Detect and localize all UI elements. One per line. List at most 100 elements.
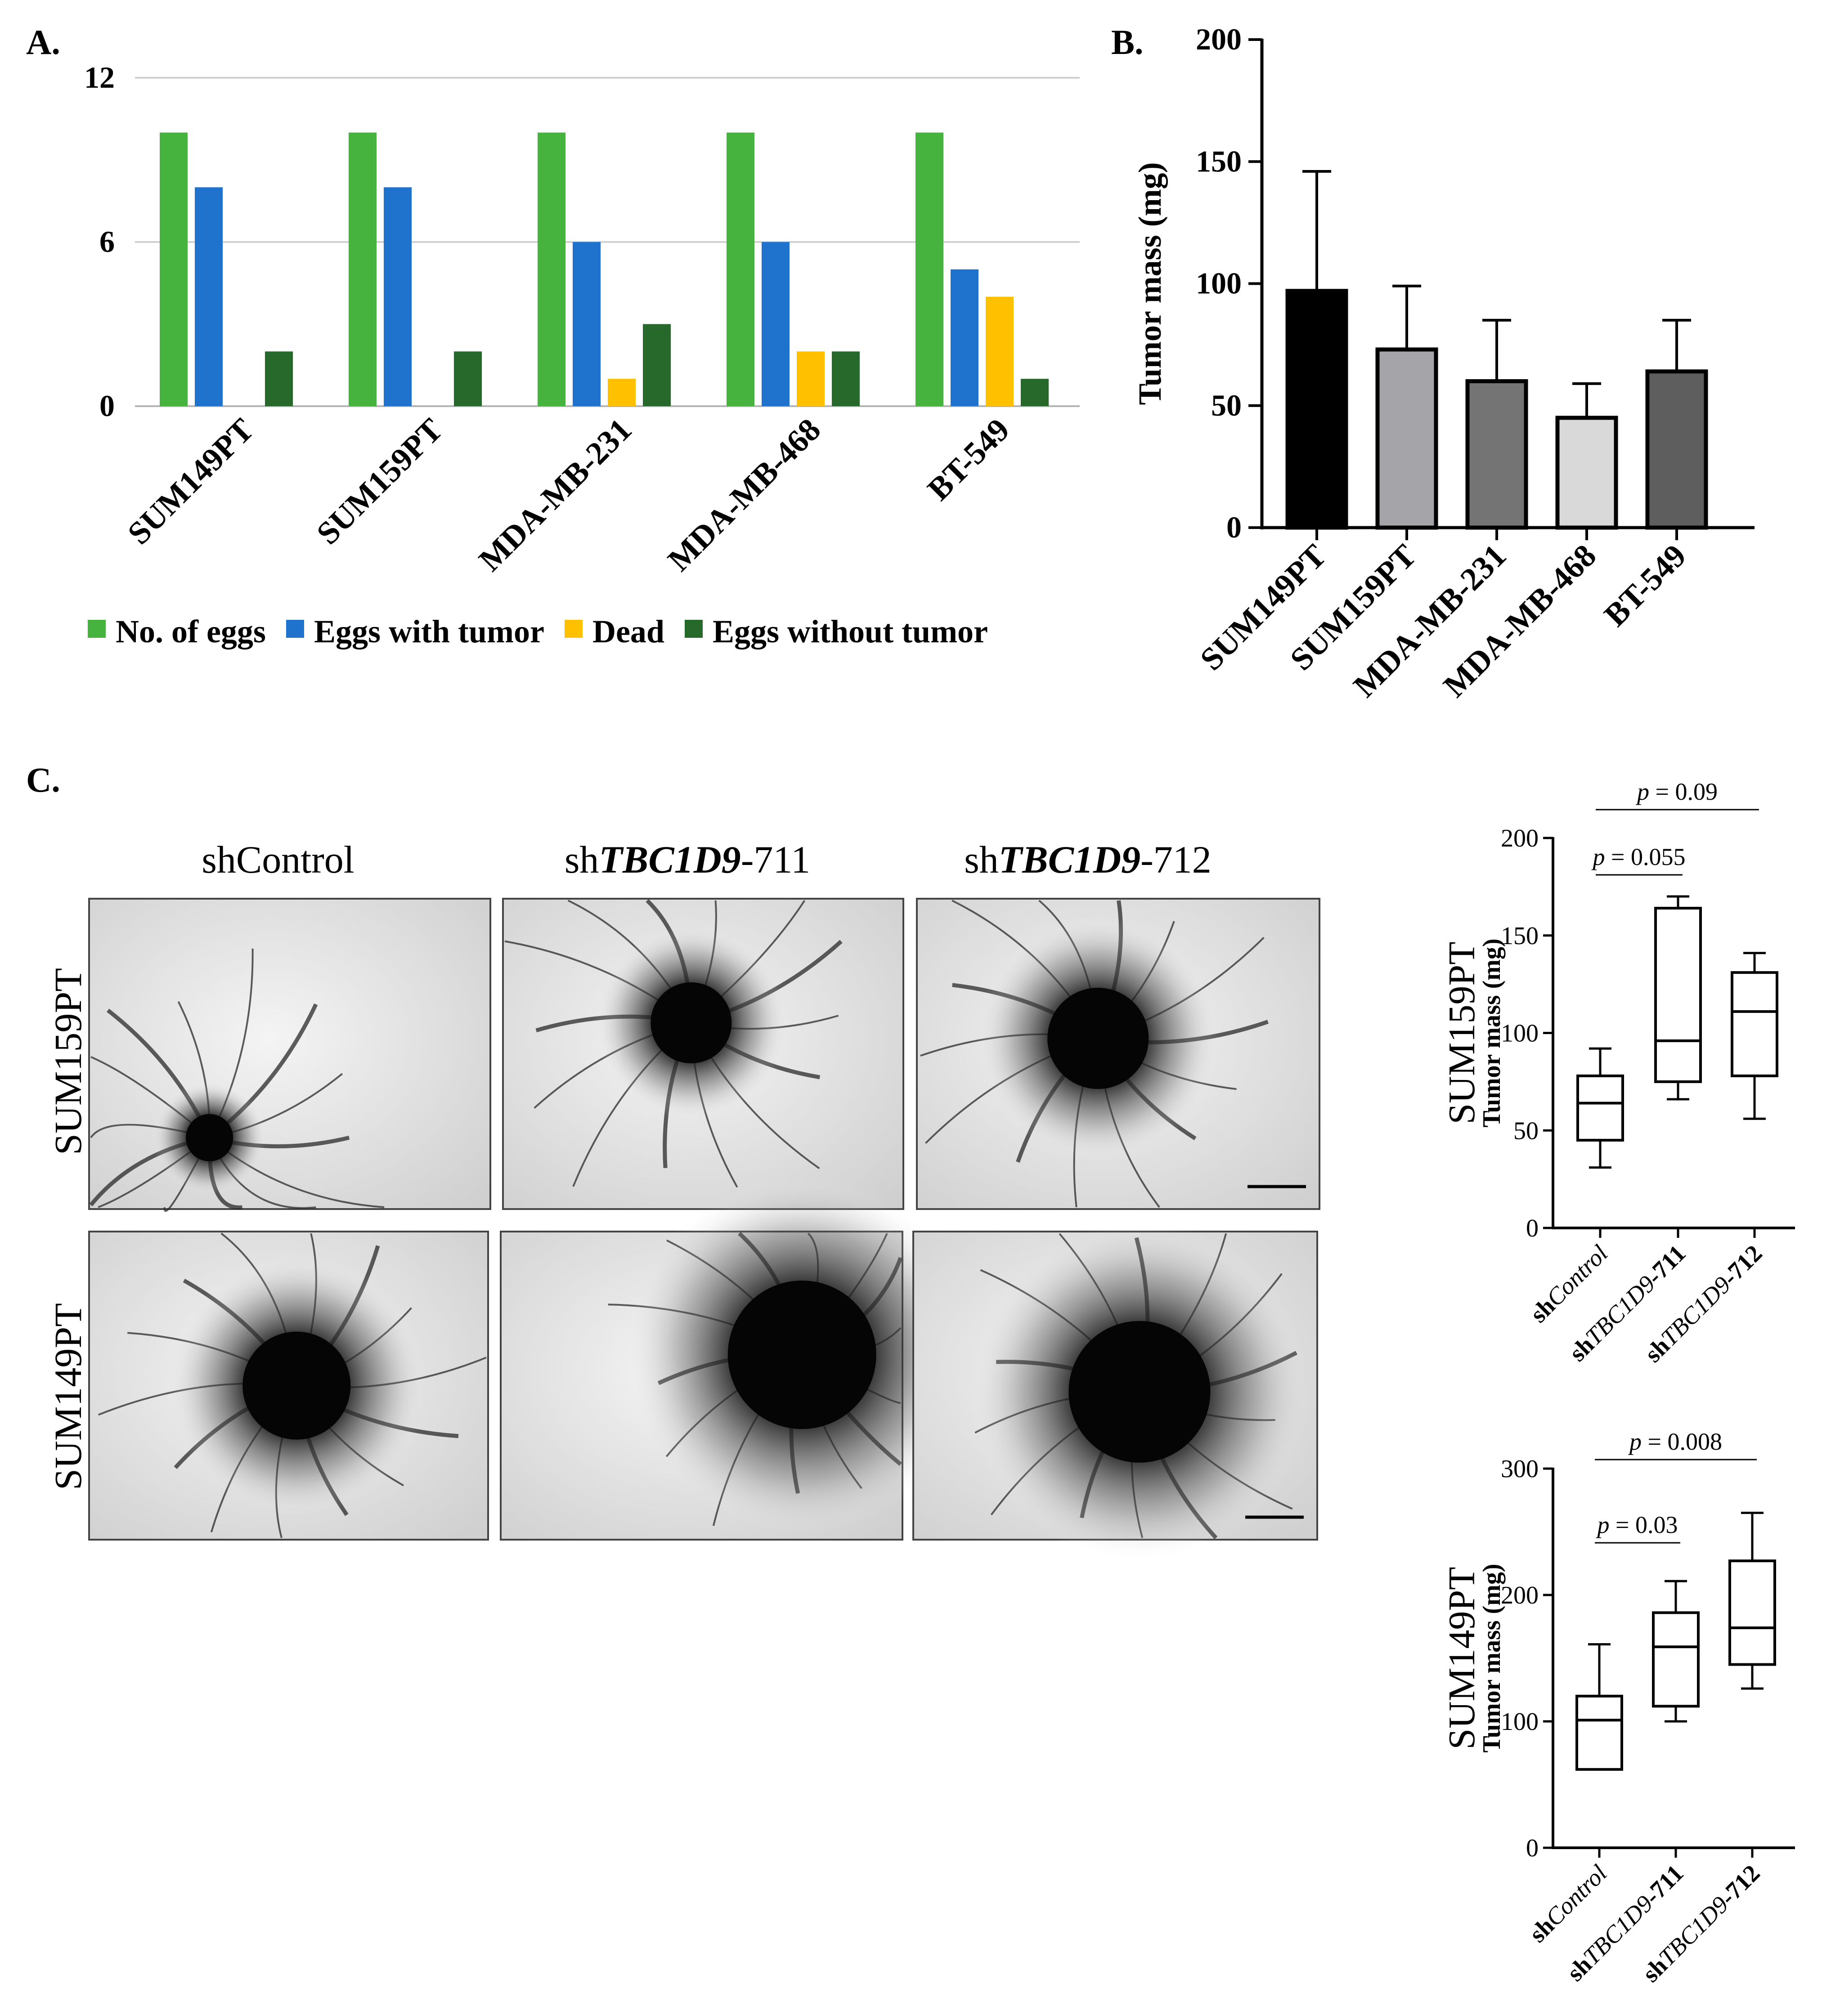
y-tick-label: 0 bbox=[1526, 1834, 1539, 1862]
cam-photo bbox=[88, 1231, 489, 1541]
cam-photo bbox=[912, 1222, 1318, 1562]
p-symbol: p bbox=[1591, 843, 1605, 870]
boxplot-title: SUM159PT bbox=[1441, 941, 1483, 1124]
p-value: = 0.03 bbox=[1610, 1511, 1678, 1538]
y-tick-label: 50 bbox=[1513, 1117, 1539, 1145]
p-value-label: p = 0.03 bbox=[1596, 1511, 1678, 1538]
tumor-mass bbox=[1068, 1321, 1211, 1463]
box bbox=[1575, 1694, 1623, 1771]
p-value-label: p = 0.09 bbox=[1635, 778, 1718, 805]
legend-label-eggs-with-tumor: Eggs with tumor bbox=[314, 614, 544, 650]
panel-label-c: C. bbox=[26, 760, 60, 799]
bar-eggs-with-tumor bbox=[573, 242, 601, 406]
p-symbol: p bbox=[1635, 778, 1649, 805]
cam-photo bbox=[916, 898, 1320, 1210]
y-axis-label: Tumor mass (mg) bbox=[1478, 1564, 1506, 1752]
bar-no-of-eggs bbox=[160, 132, 188, 407]
legend-label-dead: Dead bbox=[592, 614, 664, 650]
legend-swatch-eggs-with-tumor bbox=[286, 620, 304, 638]
tumor-mass bbox=[242, 1331, 351, 1440]
tumor-mass bbox=[651, 982, 732, 1063]
p-value: = 0.09 bbox=[1649, 778, 1718, 805]
y-tick-label: 6 bbox=[99, 224, 115, 259]
panel-label-b: B. bbox=[1111, 22, 1144, 62]
tumor-mass bbox=[727, 1281, 876, 1429]
p-symbol: p bbox=[1596, 1511, 1610, 1538]
y-tick-label: 200 bbox=[1196, 22, 1242, 56]
bar-eggs-without-tumor bbox=[832, 351, 860, 406]
bar-eggs-with-tumor bbox=[762, 242, 790, 406]
y-tick-label: 150 bbox=[1196, 144, 1242, 178]
y-tick-label: 12 bbox=[84, 60, 115, 94]
bar-dead bbox=[797, 351, 825, 406]
x-tick-label: SUM149PT bbox=[121, 412, 260, 551]
x-tick-gene: Control bbox=[1541, 1240, 1613, 1312]
x-tick-label: MDA-MB-468 bbox=[1436, 538, 1603, 704]
y-tick-label: 100 bbox=[1196, 266, 1242, 300]
row-label-sum149pt: SUM149PT bbox=[46, 1303, 90, 1490]
bar-eggs-with-tumor bbox=[384, 187, 412, 406]
x-tick-label: BT-549 bbox=[920, 412, 1016, 507]
y-tick-label: 100 bbox=[1501, 1708, 1539, 1736]
column-header-712: shTBC1D9-712 bbox=[964, 838, 1211, 881]
y-tick-label: 0 bbox=[1226, 510, 1242, 544]
y-tick-label: 0 bbox=[1526, 1214, 1539, 1242]
bar-no-of-eggs bbox=[915, 132, 943, 407]
p-value: = 0.008 bbox=[1642, 1428, 1722, 1455]
x-tick-gene: TBC1D9 bbox=[1580, 1270, 1660, 1350]
panel-label-a: A. bbox=[26, 22, 60, 62]
x-tick-gene: Control bbox=[1540, 1859, 1612, 1931]
bar-eggs-without-tumor bbox=[265, 351, 293, 406]
p-value-label: p = 0.008 bbox=[1628, 1428, 1722, 1455]
y-tick-label: 50 bbox=[1211, 388, 1242, 422]
boxplot-title: SUM149PT bbox=[1441, 1567, 1483, 1749]
bar-eggs-with-tumor bbox=[195, 187, 223, 406]
y-tick-label: 100 bbox=[1501, 1020, 1539, 1048]
bar-eggs-without-tumor bbox=[454, 351, 482, 406]
column-header-711: shTBC1D9-711 bbox=[565, 838, 810, 881]
p-value: = 0.055 bbox=[1605, 843, 1686, 870]
y-tick-label: 0 bbox=[99, 389, 115, 423]
box bbox=[1731, 971, 1778, 1077]
p-symbol: p bbox=[1628, 1428, 1642, 1455]
y-tick-label: 300 bbox=[1501, 1455, 1539, 1483]
bar-eggs-with-tumor bbox=[951, 269, 978, 406]
x-tick-label: BT-549 bbox=[1597, 538, 1693, 633]
bar-dead bbox=[986, 296, 1014, 406]
tumor-mass bbox=[186, 1114, 233, 1161]
bar-eggs-without-tumor bbox=[1021, 379, 1049, 406]
row-label-sum159pt: SUM159PT bbox=[46, 968, 90, 1155]
x-tick-gene: TBC1D9 bbox=[1653, 1891, 1733, 1971]
legend-label-eggs-without-tumor: Eggs without tumor bbox=[713, 614, 988, 650]
tumor-mass bbox=[1047, 988, 1149, 1089]
bar-sum149pt bbox=[1285, 289, 1348, 530]
x-tick-label: MDA-MB-468 bbox=[661, 412, 827, 578]
x-tick-label: SUM159PT bbox=[310, 412, 449, 551]
y-tick-label: 200 bbox=[1501, 1581, 1539, 1609]
bar-mda-mb-468 bbox=[1555, 416, 1618, 530]
cam-photo bbox=[88, 898, 491, 1212]
legend-swatch-eggs-without-tumor bbox=[684, 620, 703, 638]
bar-eggs-without-tumor bbox=[643, 324, 671, 406]
bar-bt-549 bbox=[1645, 369, 1708, 530]
x-tick-label: MDA-MB-231 bbox=[472, 412, 638, 578]
y-tick-label: 200 bbox=[1501, 824, 1539, 852]
p-value-label: p = 0.055 bbox=[1591, 843, 1686, 870]
y-tick-label: 150 bbox=[1501, 922, 1539, 950]
x-tick-label: MDA-MB-231 bbox=[1346, 538, 1513, 704]
box bbox=[1654, 907, 1702, 1083]
bar-no-of-eggs bbox=[538, 132, 565, 407]
bar-no-of-eggs bbox=[727, 132, 754, 407]
bar-sum159pt bbox=[1375, 347, 1438, 530]
bar-mda-mb-231 bbox=[1465, 379, 1528, 530]
cam-photo bbox=[502, 898, 904, 1210]
legend-swatch-dead bbox=[564, 620, 583, 638]
column-header-shcontrol: shControl bbox=[202, 838, 354, 881]
panel-a-chart: 0 6 12 SUM149PT SUM159PT MDA-MB-231 MDA-MB-468… bbox=[84, 60, 1080, 650]
box bbox=[1652, 1611, 1700, 1708]
y-axis-label: Tumor mass (mg) bbox=[1478, 938, 1506, 1127]
x-tick-gene: TBC1D9 bbox=[1656, 1271, 1736, 1351]
